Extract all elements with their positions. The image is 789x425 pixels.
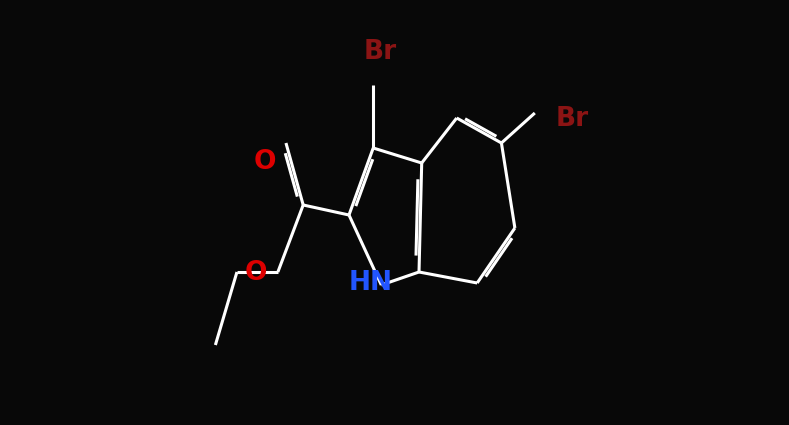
Text: Br: Br <box>364 39 397 65</box>
Text: Br: Br <box>556 106 589 132</box>
Text: HN: HN <box>349 269 393 296</box>
Text: O: O <box>254 149 277 176</box>
Text: O: O <box>245 260 267 286</box>
